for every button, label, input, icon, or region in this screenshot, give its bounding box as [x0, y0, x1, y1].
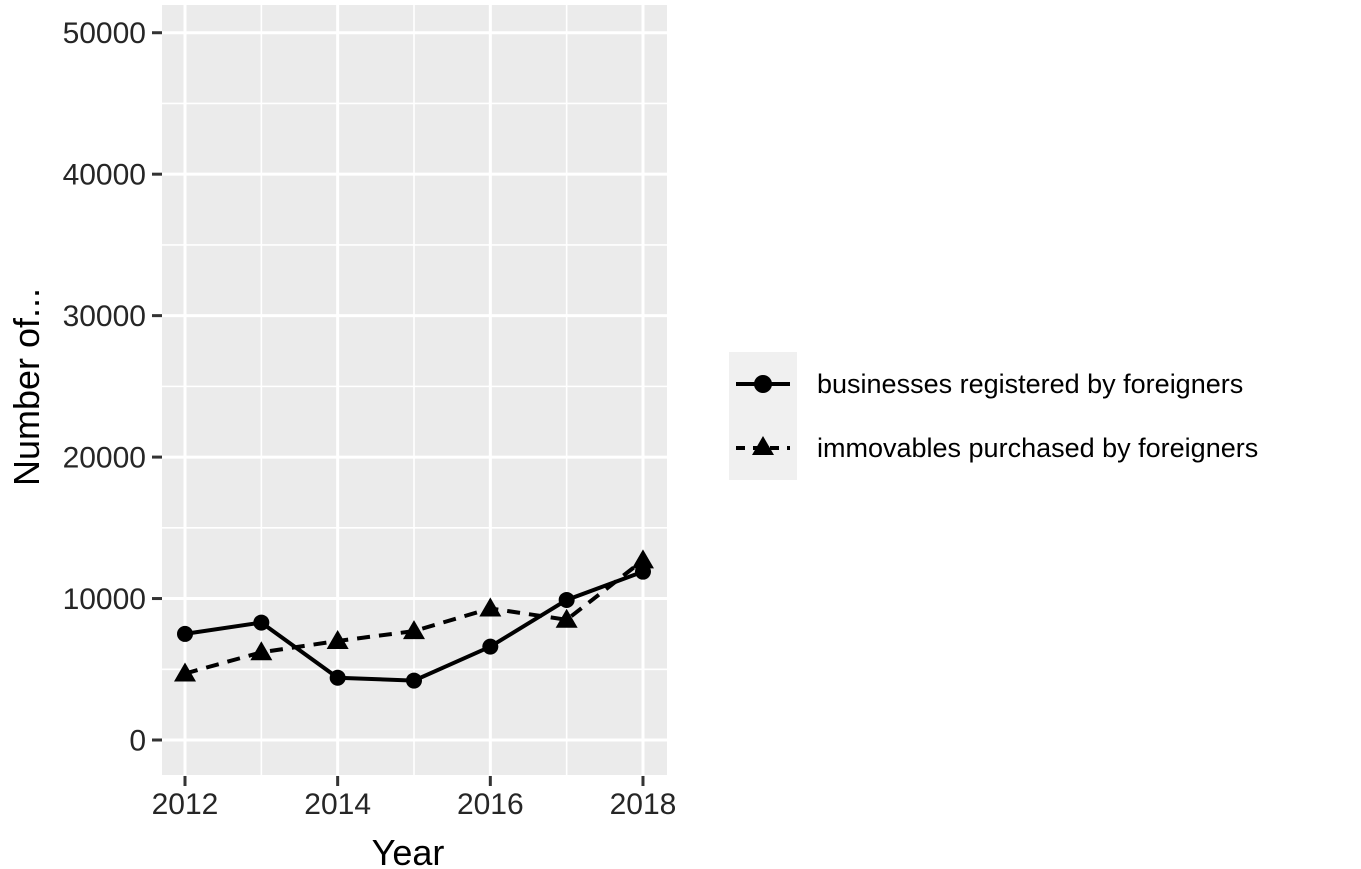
y-tick-label: 0	[129, 725, 146, 758]
data-point-circle	[253, 614, 270, 631]
legend-key-dashed-triangle-icon	[729, 416, 797, 480]
data-point-circle	[329, 669, 346, 686]
data-point-triangle	[479, 597, 502, 617]
y-tick-label: 30000	[63, 300, 146, 333]
data-point-triangle	[326, 629, 349, 649]
data-point-circle	[558, 591, 575, 608]
data-point-triangle	[174, 662, 196, 682]
data-point-triangle	[555, 608, 578, 628]
x-tick-label: 2014	[304, 788, 371, 821]
x-tick-label: 2018	[610, 788, 677, 821]
data-point-circle	[405, 672, 422, 689]
x-axis-title: Year	[371, 832, 445, 869]
y-tick-label: 50000	[63, 17, 146, 50]
legend-key-solid-circle-icon	[729, 352, 797, 416]
legend-label-immovables: immovables purchased by foreigners	[817, 432, 1259, 463]
data-point-triangle	[402, 620, 425, 640]
y-tick-label: 20000	[63, 442, 146, 475]
legend-item-businesses: businesses registered by foreigners	[729, 352, 1258, 416]
data-point-triangle	[631, 549, 654, 569]
x-tick-label: 2012	[152, 788, 219, 821]
data-point-triangle	[250, 641, 273, 661]
legend-item-immovables: immovables purchased by foreigners	[729, 416, 1258, 480]
data-point-circle	[177, 625, 193, 642]
y-tick-label: 10000	[63, 583, 146, 616]
chart-legend: businesses registered by foreigners immo…	[729, 352, 1258, 480]
legend-label-businesses: businesses registered by foreigners	[817, 368, 1244, 399]
x-tick-label: 2016	[457, 788, 524, 821]
y-tick-label: 40000	[63, 159, 146, 192]
y-axis-title: Number of...	[6, 287, 47, 487]
data-point-circle	[482, 638, 499, 655]
